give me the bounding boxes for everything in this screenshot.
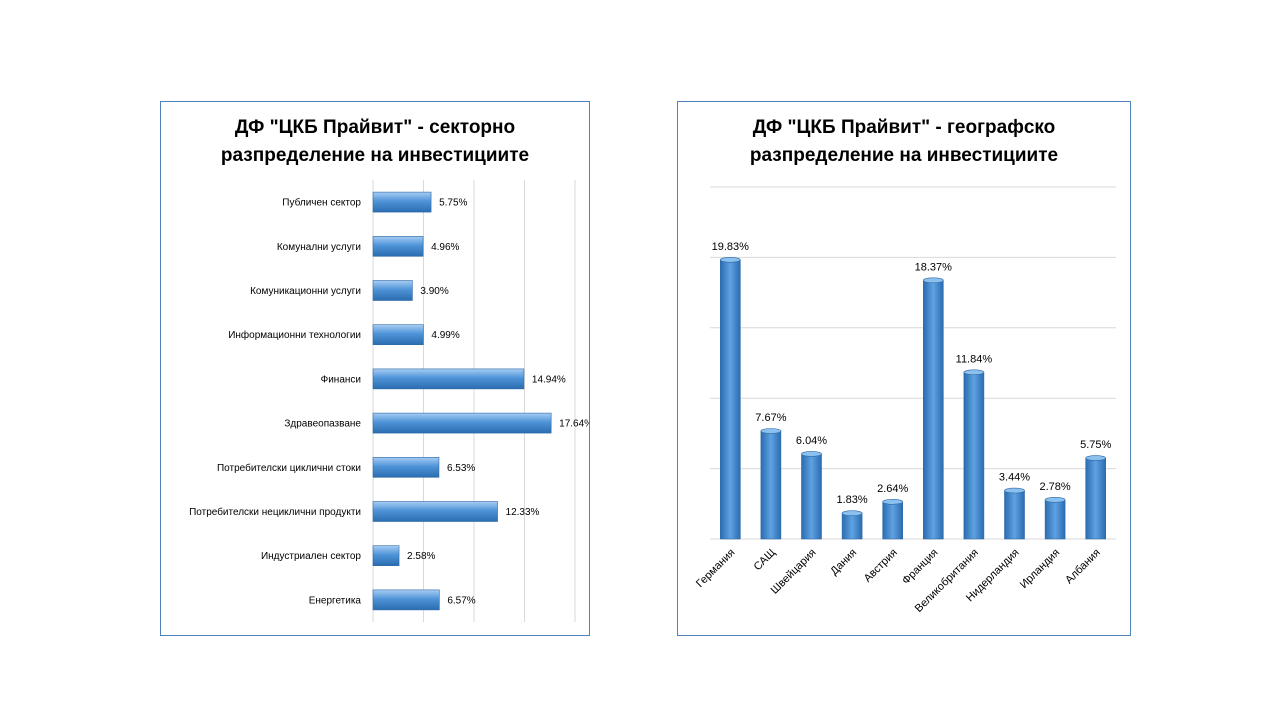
data-label: 19.83% bbox=[712, 241, 750, 253]
sector-chart-panel: ДФ "ЦКБ Прайвит" - секторно разпределени… bbox=[160, 101, 590, 636]
bar-cap bbox=[963, 369, 985, 376]
data-label: 17.64% bbox=[559, 419, 589, 430]
category-label: Дания bbox=[828, 547, 859, 578]
bar-cap bbox=[923, 277, 944, 284]
bar bbox=[372, 236, 424, 257]
bar bbox=[963, 371, 985, 540]
sector-title-line-2: разпределение на инвестициите bbox=[220, 145, 530, 166]
data-label: 5.75% bbox=[439, 198, 467, 209]
sector-chart-title: ДФ "ЦКБ Прайвит" - секторно разпределени… bbox=[161, 114, 589, 170]
bar bbox=[923, 280, 944, 540]
data-label: 2.64% bbox=[877, 483, 908, 495]
data-label: 18.37% bbox=[915, 261, 953, 273]
category-label: Германия bbox=[694, 547, 737, 590]
bar bbox=[1085, 457, 1107, 540]
bar bbox=[1004, 490, 1025, 540]
data-label: 6.53% bbox=[447, 463, 475, 474]
data-label: 4.96% bbox=[431, 242, 459, 253]
geo-chart-title: ДФ "ЦКБ Прайвит" - географско разпределе… bbox=[678, 114, 1130, 170]
bar-cap bbox=[801, 451, 822, 457]
sector-bar-chart: Публичен сектор 5.75% Комунални услуги 4.96… bbox=[189, 180, 589, 622]
bar bbox=[372, 324, 424, 345]
bar-cap bbox=[1044, 497, 1066, 503]
bar bbox=[372, 368, 525, 390]
bar bbox=[372, 545, 400, 567]
data-label: 2.58% bbox=[407, 551, 435, 562]
data-label: 12.33% bbox=[506, 507, 540, 518]
data-label: 14.94% bbox=[532, 374, 566, 385]
bar bbox=[882, 501, 903, 540]
category-label: Франция bbox=[900, 547, 940, 587]
category-label: Потребителски нециклични продукти bbox=[189, 506, 361, 518]
geo-chart-panel: ДФ "ЦКБ Прайвит" - географско разпределе… bbox=[677, 101, 1131, 636]
category-label: Ирландия bbox=[1018, 547, 1062, 591]
bar bbox=[372, 191, 432, 213]
geo-title-line-2: разпределение на инвестициите bbox=[749, 145, 1059, 166]
bar-cap bbox=[719, 256, 741, 263]
data-label: 1.83% bbox=[836, 494, 867, 506]
bar bbox=[372, 412, 552, 434]
bar-cap bbox=[1004, 487, 1025, 494]
category-label: Здравеопазване bbox=[284, 419, 361, 430]
bar bbox=[372, 456, 440, 478]
bar bbox=[801, 453, 822, 540]
category-label: Комунални услуги bbox=[277, 242, 361, 253]
data-label: 6.04% bbox=[796, 435, 827, 447]
bar-cap bbox=[841, 510, 863, 517]
category-label: Австрия bbox=[862, 547, 900, 585]
sector-title-line-1: ДФ "ЦКБ Прайвит" - секторно bbox=[234, 117, 516, 138]
geo-title-line-1: ДФ "ЦКБ Прайвит" - географско bbox=[752, 117, 1056, 138]
category-label: САЩ bbox=[752, 547, 778, 573]
bar bbox=[372, 589, 440, 611]
bar bbox=[1044, 499, 1066, 540]
bar-cap bbox=[760, 428, 782, 434]
data-label: 11.84% bbox=[956, 353, 993, 365]
bar-cap bbox=[1085, 455, 1107, 461]
bar bbox=[841, 512, 863, 540]
category-label: Индустриален сектор bbox=[261, 551, 361, 562]
bar bbox=[760, 430, 782, 540]
data-label: 3.90% bbox=[420, 286, 448, 297]
category-label: Енергетика bbox=[309, 595, 362, 606]
data-label: 6.57% bbox=[447, 595, 475, 606]
data-label: 3.44% bbox=[999, 472, 1030, 484]
data-label: 2.78% bbox=[1039, 481, 1070, 493]
bar-cap bbox=[882, 499, 903, 505]
category-label: Потребителски циклични стоки bbox=[217, 462, 361, 474]
data-label: 4.99% bbox=[431, 330, 459, 341]
data-label: 7.67% bbox=[755, 412, 786, 424]
category-label: Албания bbox=[1063, 547, 1103, 587]
bar bbox=[719, 259, 741, 540]
category-label: Публичен сектор bbox=[282, 197, 361, 209]
data-label: 5.75% bbox=[1080, 439, 1111, 451]
category-label: Комуникационни услуги bbox=[250, 286, 361, 297]
category-label: Информационни технологии bbox=[228, 329, 361, 341]
geo-bar-chart: 19.83%Германия7.67%САЩ6.04%Швейцария1.83… bbox=[694, 186, 1116, 615]
bar bbox=[372, 280, 413, 301]
bar bbox=[372, 501, 498, 522]
category-label: Финанси bbox=[321, 374, 361, 385]
